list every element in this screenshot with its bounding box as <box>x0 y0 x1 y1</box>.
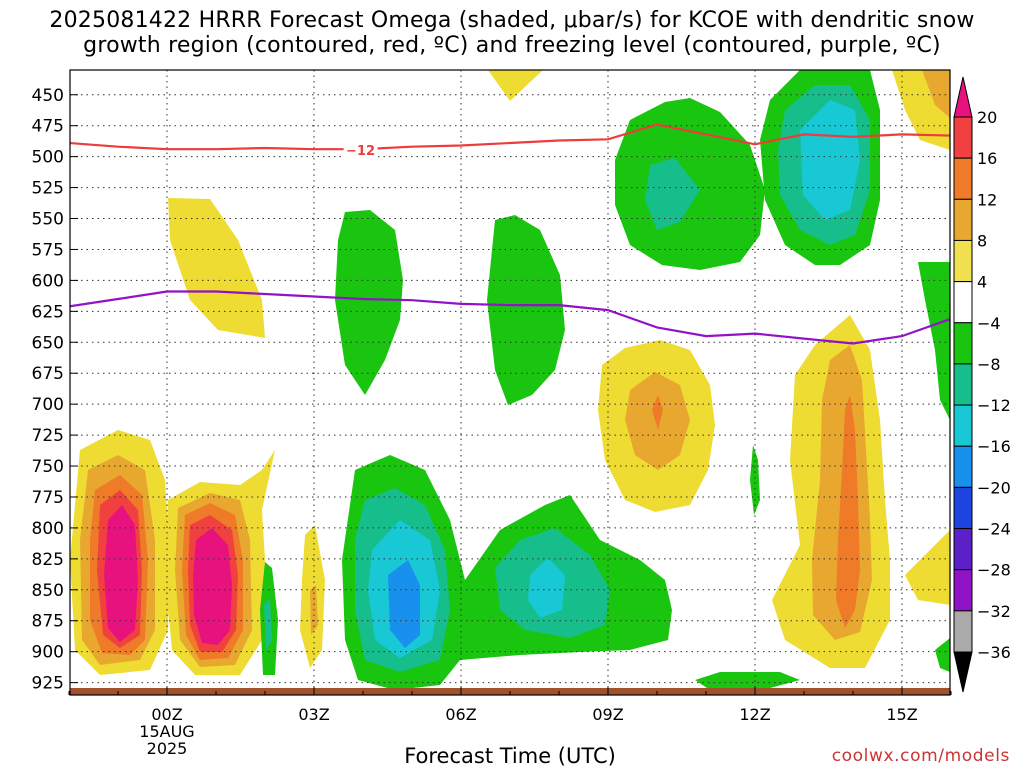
omega-region-deep-orange <box>652 395 663 430</box>
colorbar-swatch <box>953 528 973 571</box>
y-tick-label: 850 <box>32 581 64 601</box>
colorbar-label: 4 <box>977 273 987 292</box>
x-tick-label: 15Z <box>886 705 917 724</box>
x-tick-year: 2025 <box>147 739 188 758</box>
colorbar-label: −28 <box>977 561 1011 580</box>
freezing-level-line <box>70 290 950 345</box>
chart-title-line-1: 2025081422 HRRR Forecast Omega (shaded, … <box>49 8 975 33</box>
gridlines <box>70 70 950 695</box>
colorbar-bottom-arrow <box>953 651 973 693</box>
colorbar-label: −32 <box>977 602 1011 621</box>
x-tick-label: 00Z <box>151 705 182 724</box>
dgz-contour-label: −12 <box>346 144 375 159</box>
colorbar-swatch <box>953 445 973 488</box>
omega-region-teal <box>264 598 272 650</box>
y-tick-label: 525 <box>32 179 64 199</box>
colorbar-label: −4 <box>977 314 1001 333</box>
x-tick-date: 15AUG <box>139 722 194 741</box>
colorbar-swatch <box>953 569 973 612</box>
colorbar-swatch <box>953 157 973 200</box>
colorbar-label: −24 <box>977 520 1011 539</box>
omega-region-green <box>335 210 403 395</box>
omega-region-cyan <box>800 100 860 220</box>
colorbar-label: 20 <box>977 108 997 127</box>
y-tick-label: 725 <box>32 426 64 446</box>
y-tick-label: 800 <box>32 519 64 539</box>
omega-region-green <box>695 672 800 690</box>
omega-region-blue <box>388 560 420 648</box>
omega-region-magenta <box>193 528 232 645</box>
y-tick-label: 750 <box>32 457 64 477</box>
omega-region-green <box>918 262 950 420</box>
y-axis: 450 475 500 525 550 575 600 625 650 675 700 725 750 7… <box>32 86 78 694</box>
omega-region-yellow <box>488 70 543 101</box>
omega-region-cyan <box>528 558 565 618</box>
colorbar-label: −12 <box>977 396 1011 415</box>
colorbar-swatch <box>953 610 973 653</box>
y-tick-label: 600 <box>32 271 64 291</box>
omega-region-magenta <box>104 505 138 642</box>
colorbar-swatch <box>953 116 973 159</box>
y-tick-label: 825 <box>32 550 64 570</box>
y-tick-label: 900 <box>32 643 64 663</box>
credit-text: coolwx.com/models <box>831 746 1010 766</box>
y-tick-label: 500 <box>32 148 64 168</box>
colorbar-top-arrow <box>953 76 973 118</box>
colorbar: 20 16 12 8 4 −4 −8 −12 −16 −20 −24 −28 −32 −36 <box>953 76 1011 693</box>
colorbar-label: −16 <box>977 437 1011 456</box>
y-tick-label: 675 <box>32 364 64 384</box>
colorbar-swatch <box>953 198 973 241</box>
colorbar-label: −8 <box>977 355 1001 374</box>
y-tick-label: 875 <box>32 612 64 632</box>
y-tick-label: 550 <box>32 210 64 230</box>
omega-region-green <box>750 445 760 515</box>
y-tick-label: 925 <box>32 674 64 694</box>
y-tick-label: 775 <box>32 488 64 508</box>
colorbar-label: −20 <box>977 478 1011 497</box>
colorbar-swatch <box>953 281 973 324</box>
colorbar-swatch <box>953 404 973 447</box>
contour-lines: −12 <box>70 123 950 345</box>
x-tick-label: 12Z <box>739 705 770 724</box>
chart-title-line-2: growth region (contoured, red, ºC) and f… <box>83 33 941 58</box>
dgz-label-bg <box>343 142 378 159</box>
colorbar-label: 8 <box>977 231 987 250</box>
colorbar-label: −36 <box>977 643 1011 662</box>
colorbar-label: 16 <box>977 149 997 168</box>
colorbar-swatch <box>953 363 973 406</box>
omega-region-deep-orange <box>836 395 860 628</box>
colorbar-swatch <box>953 486 973 530</box>
colorbar-swatch <box>953 322 973 365</box>
omega-region-orange <box>922 70 950 118</box>
omega-shading <box>70 70 950 690</box>
x-axis-title: Forecast Time (UTC) <box>404 744 616 768</box>
omega-region-yellow <box>168 198 265 338</box>
omega-region-green <box>935 638 950 672</box>
omega-region-yellow <box>905 530 950 605</box>
x-tick-label: 06Z <box>445 705 476 724</box>
y-tick-label: 625 <box>32 302 64 322</box>
colorbar-swatch <box>953 239 973 283</box>
x-tick-label: 03Z <box>298 705 329 724</box>
x-tick-label: 09Z <box>592 705 623 724</box>
y-tick-label: 700 <box>32 395 64 415</box>
omega-region-green <box>487 215 565 405</box>
dgz-contour-line <box>70 123 950 151</box>
y-tick-label: 650 <box>32 333 64 353</box>
y-tick-label: 475 <box>32 117 64 137</box>
colorbar-label: 12 <box>977 190 997 209</box>
y-tick-label: 575 <box>32 240 64 260</box>
omega-region-teal <box>645 158 700 230</box>
y-tick-label: 450 <box>32 86 64 106</box>
